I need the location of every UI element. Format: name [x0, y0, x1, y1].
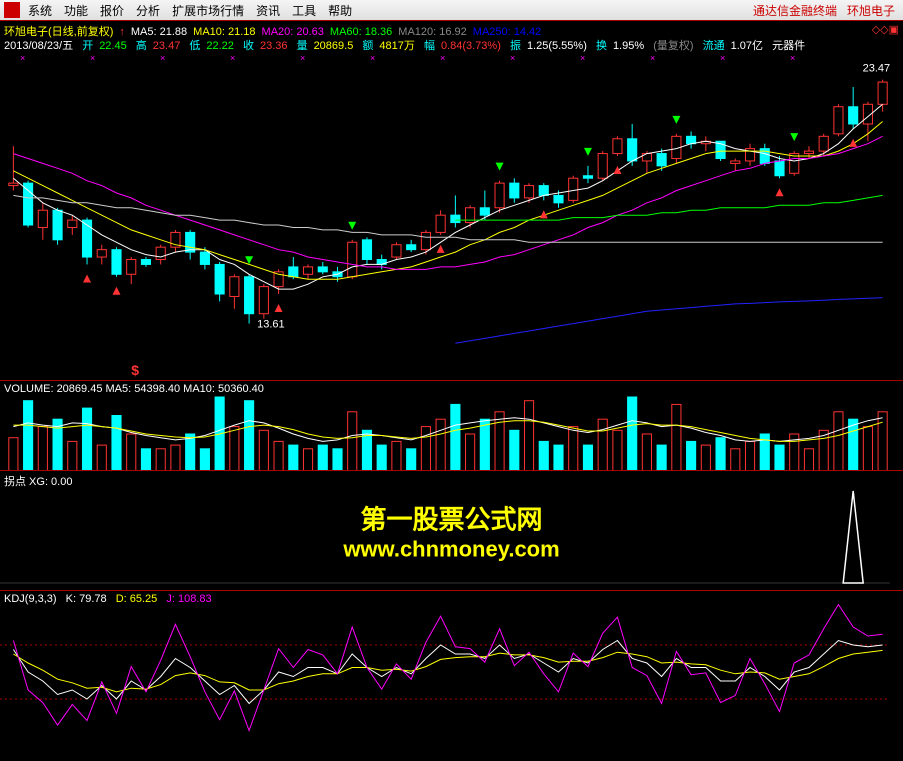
kdj-svg [0, 591, 903, 741]
menu-item[interactable]: 系统 [22, 4, 58, 18]
svg-text:×: × [440, 53, 445, 63]
price-chart-panel[interactable]: 环旭电子(日线,前复权)↑MA5: 21.88MA10: 21.18MA20: … [0, 20, 903, 380]
menubar: 系统功能报价分析扩展市场行情资讯工具帮助 通达信金融终端 环旭电子 [0, 0, 903, 20]
stock-name-header: 环旭电子 [843, 2, 899, 19]
svg-text:×: × [370, 53, 375, 63]
volume-header: VOLUME: 20869.45 MA5: 54398.40 MA10: 503… [4, 383, 264, 395]
svg-text:×: × [90, 53, 95, 63]
svg-text:×: × [160, 53, 165, 63]
app-logo-icon [4, 2, 20, 18]
svg-text:×: × [300, 53, 305, 63]
volume-panel[interactable]: VOLUME: 20869.45 MA5: 54398.40 MA10: 503… [0, 380, 903, 470]
svg-text:×: × [720, 53, 725, 63]
menu-item[interactable]: 帮助 [322, 4, 358, 18]
menu-item[interactable]: 功能 [58, 4, 94, 18]
svg-text:×: × [650, 53, 655, 63]
svg-text:×: × [580, 53, 585, 63]
price-info-line: 2013/08/23/五 开22.45 高23.47 低22.22 收23.36… [4, 37, 811, 53]
svg-text:23.47: 23.47 [863, 63, 891, 75]
kdj-header: KDJ(9,3,3) K: 79.78 D: 65.25 J: 108.83 [4, 593, 218, 605]
svg-text:×: × [20, 53, 25, 63]
menu-item[interactable]: 扩展市场行情 [166, 4, 250, 18]
menu-item[interactable]: 分析 [130, 4, 166, 18]
app-title: 通达信金融终端 [749, 2, 841, 19]
svg-text:×: × [230, 53, 235, 63]
indicator-panel[interactable]: 拐点 XG: 0.00 第一股票公式网 www.chnmoney.com [0, 470, 903, 590]
indicator-svg [0, 471, 903, 591]
indicator-header: 拐点 XG: 0.00 [4, 473, 72, 489]
svg-text:×: × [790, 53, 795, 63]
corner-icons[interactable]: ◇◇▣ [872, 23, 899, 36]
svg-text:13.61: 13.61 [257, 319, 285, 331]
svg-text:$: $ [131, 362, 139, 378]
menu-item[interactable]: 资讯 [250, 4, 286, 18]
menu-item[interactable]: 工具 [286, 4, 322, 18]
svg-text:×: × [510, 53, 515, 63]
price-svg: 23.47 13.61 $ × × × × × × × × × × × × [0, 21, 903, 381]
kdj-panel[interactable]: KDJ(9,3,3) K: 79.78 D: 65.25 J: 108.83 [0, 590, 903, 740]
menu-item[interactable]: 报价 [94, 4, 130, 18]
